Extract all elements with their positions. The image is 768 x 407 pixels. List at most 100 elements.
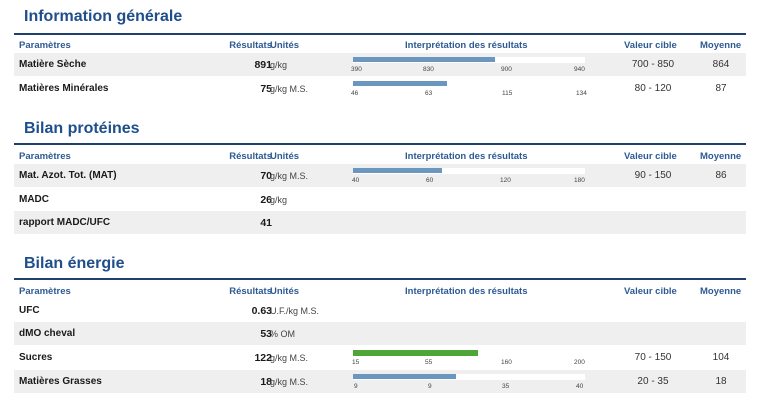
result-gauge [353, 81, 585, 87]
tick-label: 63 [425, 90, 433, 97]
header-moyenne: Moyenne [700, 286, 742, 297]
table-header: Paramètres Résultats Unités Interprétati… [14, 148, 746, 164]
unit: g/kg M.S. [270, 84, 309, 94]
table-row: UFC 0.63 U.F./kg M.S. [14, 299, 746, 322]
param-name: Mat. Azot. Tot. (MAT) [19, 170, 117, 181]
result-value: 70 [260, 170, 272, 182]
gauge-ticks: 40 60 120 180 [352, 177, 593, 185]
gauge-ticks: 390 830 900 940 [351, 66, 593, 74]
header-interpretation: Interprétation des résultats [405, 286, 528, 297]
header-resultats: Résultats [229, 151, 272, 162]
target-value: 90 - 150 [634, 170, 672, 181]
target-value: 70 - 150 [634, 352, 672, 363]
param-name: MADC [19, 194, 49, 205]
header-parametres: Paramètres [19, 40, 71, 51]
param-name: UFC [19, 305, 40, 316]
result-value: 26 [260, 194, 272, 206]
section-divider [14, 143, 746, 145]
result-gauge [353, 168, 585, 174]
table-row: Matières Grasses 18 g/kg M.S. 9 9 35 40 … [14, 370, 746, 393]
gauge-bar [353, 168, 442, 173]
result-gauge [353, 350, 585, 356]
section-divider [14, 278, 746, 280]
header-unites: Unités [270, 286, 300, 297]
unit: U.F./kg M.S. [270, 306, 320, 316]
section-title-bilan-energie: Bilan énergie [24, 255, 125, 272]
target-value: 80 - 120 [634, 83, 672, 94]
table-row: Matière Sèche 891 g/kg 390 830 900 940 7… [14, 53, 746, 76]
mean-value: 104 [712, 352, 730, 363]
header-valeur-cible: Valeur cible [624, 151, 677, 162]
tick-label: 120 [500, 177, 511, 184]
tick-label: 940 [574, 66, 585, 73]
param-name: dMO cheval [19, 328, 76, 339]
tick-label: 55 [425, 359, 433, 366]
tick-label: 900 [501, 66, 512, 73]
param-name: rapport MADC/UFC [19, 217, 111, 228]
result-gauge [353, 57, 585, 63]
header-valeur-cible: Valeur cible [624, 286, 677, 297]
table-header: Paramètres Résultats Unités Interprétati… [14, 37, 746, 53]
gauge-bar [353, 350, 478, 356]
section-title-bilan-proteines: Bilan protéines [24, 120, 140, 137]
unit: g/kg M.S. [270, 353, 309, 363]
table-row: dMO cheval 53 % OM [14, 322, 746, 345]
table-row: MADC 26 g/kg [14, 188, 746, 211]
result-value: 53 [260, 328, 272, 340]
table-row: Matières Minérales 75 g/kg M.S. 46 63 11… [14, 77, 746, 100]
result-value: 122 [254, 352, 272, 364]
param-name: Matières Minérales [19, 83, 109, 94]
header-parametres: Paramètres [19, 286, 71, 297]
unit: g/kg M.S. [270, 171, 309, 181]
mean-value: 18 [715, 376, 727, 387]
header-resultats: Résultats [229, 286, 272, 297]
tick-label: 180 [574, 177, 585, 184]
unit: % OM [270, 329, 296, 339]
header-unites: Unités [270, 40, 300, 51]
unit: g/kg M.S. [270, 377, 309, 387]
result-value: 41 [260, 217, 272, 229]
table-row: rapport MADC/UFC 41 [14, 211, 746, 234]
mean-value: 864 [712, 59, 730, 70]
tick-label: 200 [574, 359, 585, 366]
section-title-information-generale: Information générale [24, 8, 183, 25]
tick-label: 160 [501, 359, 512, 366]
tick-label: 115 [502, 90, 513, 97]
result-value: 0.63 [251, 305, 272, 317]
header-interpretation: Interprétation des résultats [405, 40, 528, 51]
table-row: Mat. Azot. Tot. (MAT) 70 g/kg M.S. 40 60… [14, 164, 746, 187]
header-moyenne: Moyenne [700, 151, 742, 162]
tick-label: 15 [352, 359, 360, 366]
param-name: Matière Sèche [19, 59, 87, 70]
gauge-bar [353, 57, 495, 62]
mean-value: 86 [715, 170, 727, 181]
result-value: 18 [260, 376, 272, 388]
section-divider [14, 33, 746, 35]
gauge-bar [353, 374, 456, 379]
gauge-track [353, 168, 585, 174]
param-name: Sucres [19, 352, 53, 363]
gauge-track [353, 374, 585, 380]
tick-label: 40 [576, 383, 584, 390]
table-row: Sucres 122 g/kg M.S. 15 55 160 200 70 - … [14, 346, 746, 369]
result-gauge [353, 374, 585, 380]
gauge-ticks: 15 55 160 200 [352, 359, 593, 367]
tick-label: 390 [351, 66, 362, 73]
header-parametres: Paramètres [19, 151, 71, 162]
tick-label: 9 [428, 383, 432, 390]
result-value: 75 [260, 83, 272, 95]
result-value: 891 [254, 59, 272, 71]
tick-label: 35 [502, 383, 510, 390]
gauge-ticks: 46 63 115 134 [351, 90, 593, 98]
tick-label: 134 [576, 90, 587, 97]
tick-label: 830 [423, 66, 434, 73]
tick-label: 9 [354, 383, 358, 390]
gauge-ticks: 9 9 35 40 [353, 383, 593, 391]
unit: g/kg [270, 195, 288, 205]
unit: g/kg [270, 60, 288, 70]
table-header: Paramètres Résultats Unités Interprétati… [14, 283, 746, 299]
tick-label: 40 [352, 177, 360, 184]
header-moyenne: Moyenne [700, 40, 742, 51]
header-resultats: Résultats [229, 40, 272, 51]
header-valeur-cible: Valeur cible [624, 40, 677, 51]
